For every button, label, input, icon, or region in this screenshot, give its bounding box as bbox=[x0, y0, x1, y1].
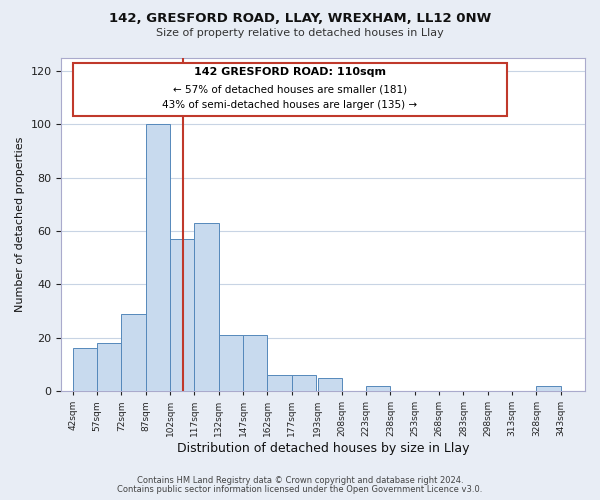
Bar bbox=[317, 378, 342, 391]
Bar bbox=[536, 386, 560, 391]
Text: Contains HM Land Registry data © Crown copyright and database right 2024.: Contains HM Land Registry data © Crown c… bbox=[137, 476, 463, 485]
Bar bbox=[267, 375, 292, 391]
Bar bbox=[218, 335, 243, 391]
Bar bbox=[73, 348, 97, 391]
Bar bbox=[170, 239, 194, 391]
Bar bbox=[243, 335, 267, 391]
Y-axis label: Number of detached properties: Number of detached properties bbox=[15, 136, 25, 312]
Text: Size of property relative to detached houses in Llay: Size of property relative to detached ho… bbox=[156, 28, 444, 38]
Text: ← 57% of detached houses are smaller (181): ← 57% of detached houses are smaller (18… bbox=[173, 84, 407, 94]
Text: 142, GRESFORD ROAD, LLAY, WREXHAM, LL12 0NW: 142, GRESFORD ROAD, LLAY, WREXHAM, LL12 … bbox=[109, 12, 491, 26]
Text: 142 GRESFORD ROAD: 110sqm: 142 GRESFORD ROAD: 110sqm bbox=[194, 67, 386, 77]
Bar bbox=[146, 124, 170, 391]
Bar bbox=[366, 386, 391, 391]
FancyBboxPatch shape bbox=[73, 63, 507, 116]
Text: 43% of semi-detached houses are larger (135) →: 43% of semi-detached houses are larger (… bbox=[163, 100, 418, 110]
Bar bbox=[194, 223, 218, 391]
Bar bbox=[121, 314, 146, 391]
Text: Contains public sector information licensed under the Open Government Licence v3: Contains public sector information licen… bbox=[118, 485, 482, 494]
X-axis label: Distribution of detached houses by size in Llay: Distribution of detached houses by size … bbox=[177, 442, 469, 455]
Bar bbox=[292, 375, 316, 391]
Bar bbox=[97, 343, 121, 391]
